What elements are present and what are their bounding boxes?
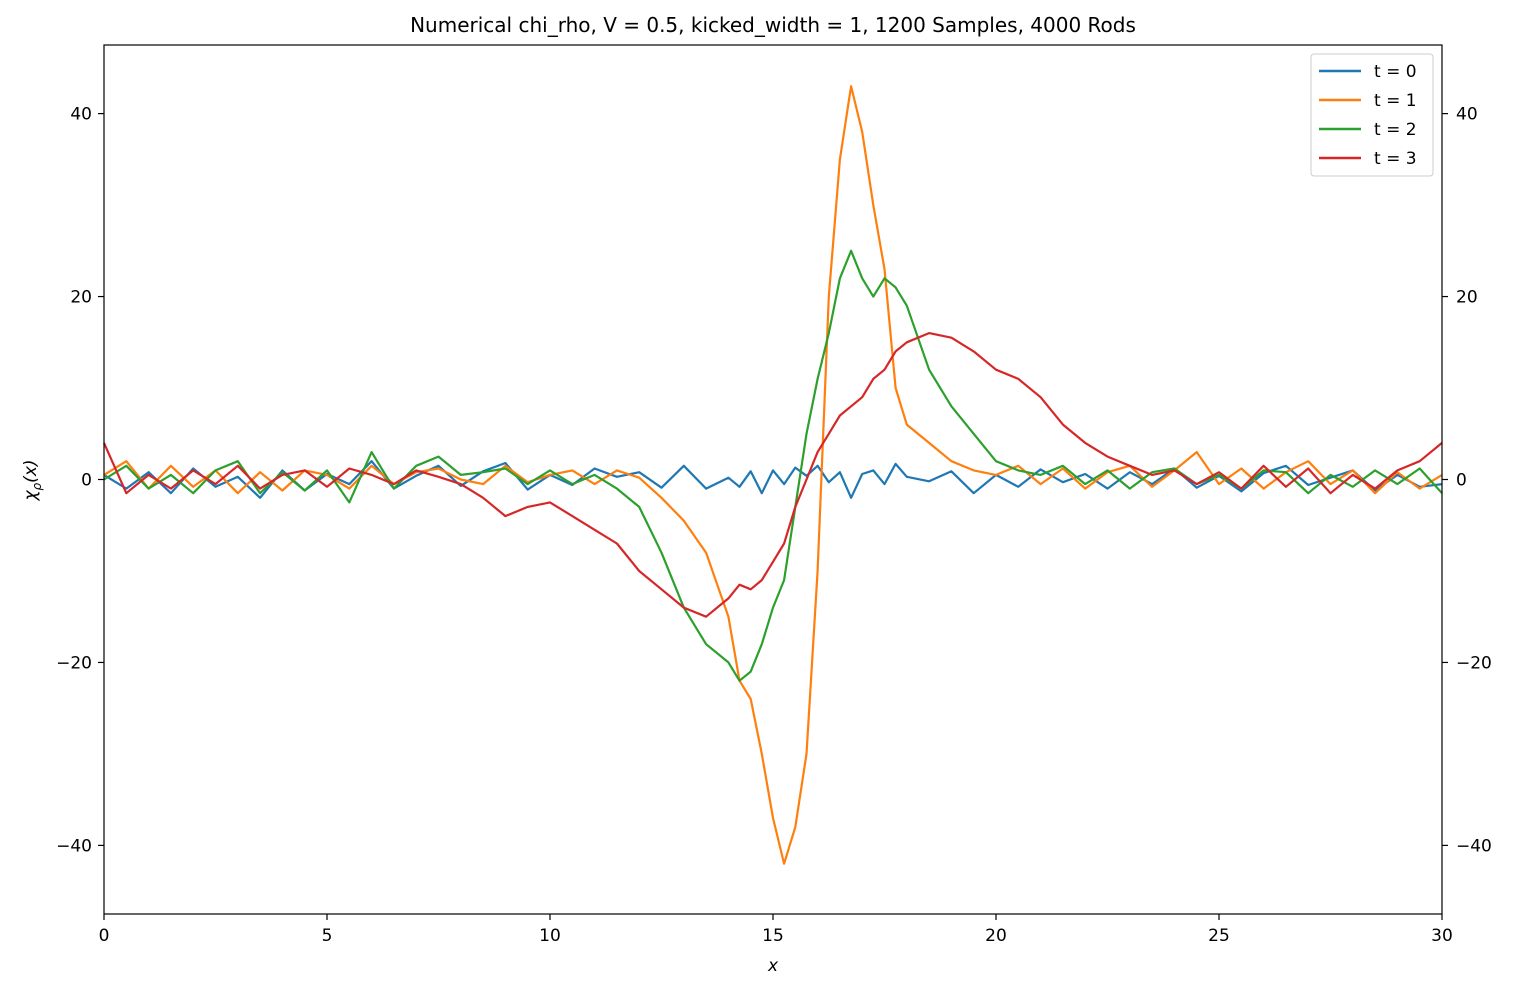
y-axis-right: −40 −20 0 20 40 <box>1442 105 1492 856</box>
chart-title: Numerical chi_rho, V = 0.5, kicked_width… <box>410 13 1136 37</box>
legend-label-0: t = 0 <box>1374 62 1417 82</box>
y-tick-label: −20 <box>56 653 92 673</box>
x-tick-label: 30 <box>1431 926 1453 946</box>
y-right-tick-label: −40 <box>1456 836 1492 856</box>
series-line-3 <box>102 332 1443 618</box>
x-tick-label: 20 <box>985 926 1007 946</box>
y-axis-label: χρ(x) <box>21 459 44 501</box>
legend: t = 0 t = 1 t = 2 t = 3 <box>1310 53 1434 177</box>
x-tick-label: 10 <box>539 926 561 946</box>
y-axis-label-main: χ <box>21 490 41 502</box>
series-layer <box>102 85 1443 865</box>
series-line-0 <box>103 460 1443 499</box>
x-tick-label: 5 <box>322 926 333 946</box>
x-tick-label: 25 <box>1208 926 1230 946</box>
legend-box <box>1310 53 1434 177</box>
legend-label-2: t = 2 <box>1374 120 1417 140</box>
x-tick-label: 15 <box>762 926 784 946</box>
x-tick-label: 0 <box>99 926 110 946</box>
y-tick-label: −40 <box>56 836 92 856</box>
y-right-tick-label: −20 <box>1456 653 1492 673</box>
y-axis-label-sub: ρ <box>30 482 44 490</box>
y-tick-label: 40 <box>70 105 92 125</box>
x-axis: 0 5 10 15 20 25 30 <box>99 914 1453 946</box>
legend-label-1: t = 1 <box>1374 91 1417 111</box>
series-line-1 <box>103 85 1443 865</box>
x-axis-label: x <box>767 956 779 976</box>
y-axis-left: −40 −20 0 20 40 <box>56 105 104 856</box>
y-tick-label: 20 <box>70 288 92 308</box>
y-tick-label: 0 <box>81 471 92 491</box>
y-right-tick-label: 40 <box>1456 105 1478 125</box>
y-right-tick-label: 0 <box>1456 471 1467 491</box>
legend-label-3: t = 3 <box>1374 149 1417 169</box>
y-axis-label-arg: (x) <box>21 459 41 482</box>
y-right-tick-label: 20 <box>1456 288 1478 308</box>
